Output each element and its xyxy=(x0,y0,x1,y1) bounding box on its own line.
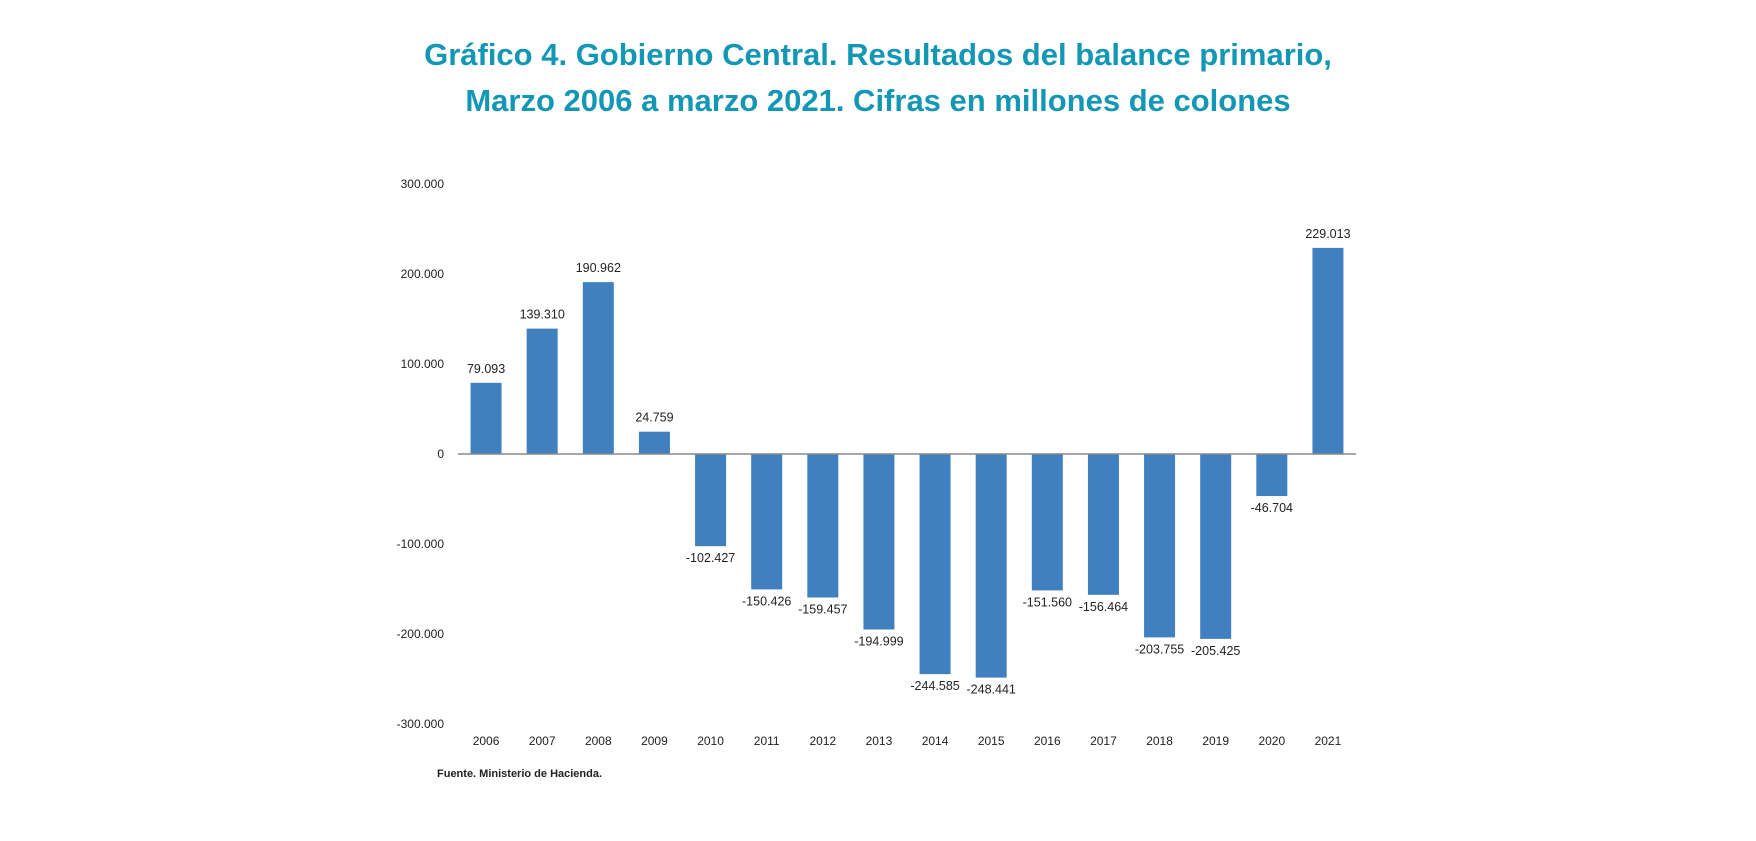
y-tick-label: 100.000 xyxy=(401,357,445,371)
x-tick-label: 2014 xyxy=(922,734,949,748)
bar-2009 xyxy=(638,431,670,454)
bar-2021 xyxy=(1312,247,1344,454)
chart-title-line-2: Marzo 2006 a marzo 2021. Cifras en millo… xyxy=(465,83,1291,118)
x-tick-label: 2017 xyxy=(1090,734,1117,748)
chart-title-line-1: Gráfico 4. Gobierno Central. Resultados … xyxy=(424,37,1332,72)
data-label: -194.999 xyxy=(854,634,903,648)
bar-2013 xyxy=(863,454,895,630)
data-label: -248.441 xyxy=(967,683,1016,697)
source-note: Fuente. Ministerio de Hacienda. xyxy=(437,768,602,780)
bar-2010 xyxy=(695,454,727,547)
bar-2011 xyxy=(751,454,783,590)
bar-2016 xyxy=(1031,454,1063,591)
bar-2014 xyxy=(919,454,951,675)
data-label: -203.755 xyxy=(1135,642,1184,656)
x-tick-label: 2019 xyxy=(1202,734,1229,748)
x-tick-label: 2012 xyxy=(809,734,836,748)
bar-2015 xyxy=(975,454,1007,678)
data-label: -159.457 xyxy=(798,603,847,617)
data-label: 229.013 xyxy=(1305,227,1350,241)
y-tick-label: -200.000 xyxy=(397,627,445,641)
x-tick-label: 2011 xyxy=(754,734,780,748)
data-label: -244.585 xyxy=(910,679,959,693)
y-tick-label: -300.000 xyxy=(397,717,445,731)
data-label: 190.962 xyxy=(576,261,621,275)
y-tick-label: 0 xyxy=(437,447,444,461)
bar-2012 xyxy=(807,454,839,598)
y-tick-label: 300.000 xyxy=(401,177,445,191)
x-tick-label: 2018 xyxy=(1146,734,1173,748)
data-label: -156.464 xyxy=(1079,600,1128,614)
data-label: -205.425 xyxy=(1191,644,1240,658)
x-tick-label: 2007 xyxy=(529,734,556,748)
data-label: 79.093 xyxy=(467,362,505,376)
x-tick-label: 2006 xyxy=(473,734,500,748)
x-tick-label: 2020 xyxy=(1258,734,1285,748)
bar-2020 xyxy=(1256,454,1288,497)
x-tick-label: 2008 xyxy=(585,734,612,748)
bar-2018 xyxy=(1144,454,1176,638)
x-tick-label: 2021 xyxy=(1315,734,1342,748)
bar-2008 xyxy=(582,282,614,454)
data-label: 139.310 xyxy=(520,308,565,322)
x-tick-label: 2015 xyxy=(978,734,1005,748)
bar-2017 xyxy=(1087,454,1119,595)
chart-title: Gráfico 4. Gobierno Central. Resultados … xyxy=(0,32,1756,124)
data-label: -150.426 xyxy=(742,594,791,608)
x-tick-label: 2016 xyxy=(1034,734,1061,748)
y-tick-label: 200.000 xyxy=(401,267,445,281)
bar-2006 xyxy=(470,382,502,454)
x-tick-label: 2009 xyxy=(641,734,668,748)
bar-2019 xyxy=(1200,454,1232,639)
data-label: -151.560 xyxy=(1023,595,1072,609)
bar-2007 xyxy=(526,328,558,454)
data-label: 24.759 xyxy=(635,411,673,425)
data-label: -102.427 xyxy=(686,551,735,565)
y-tick-label: -100.000 xyxy=(397,537,445,551)
x-tick-label: 2010 xyxy=(697,734,724,748)
x-tick-label: 2013 xyxy=(866,734,893,748)
data-label: -46.704 xyxy=(1251,501,1293,515)
